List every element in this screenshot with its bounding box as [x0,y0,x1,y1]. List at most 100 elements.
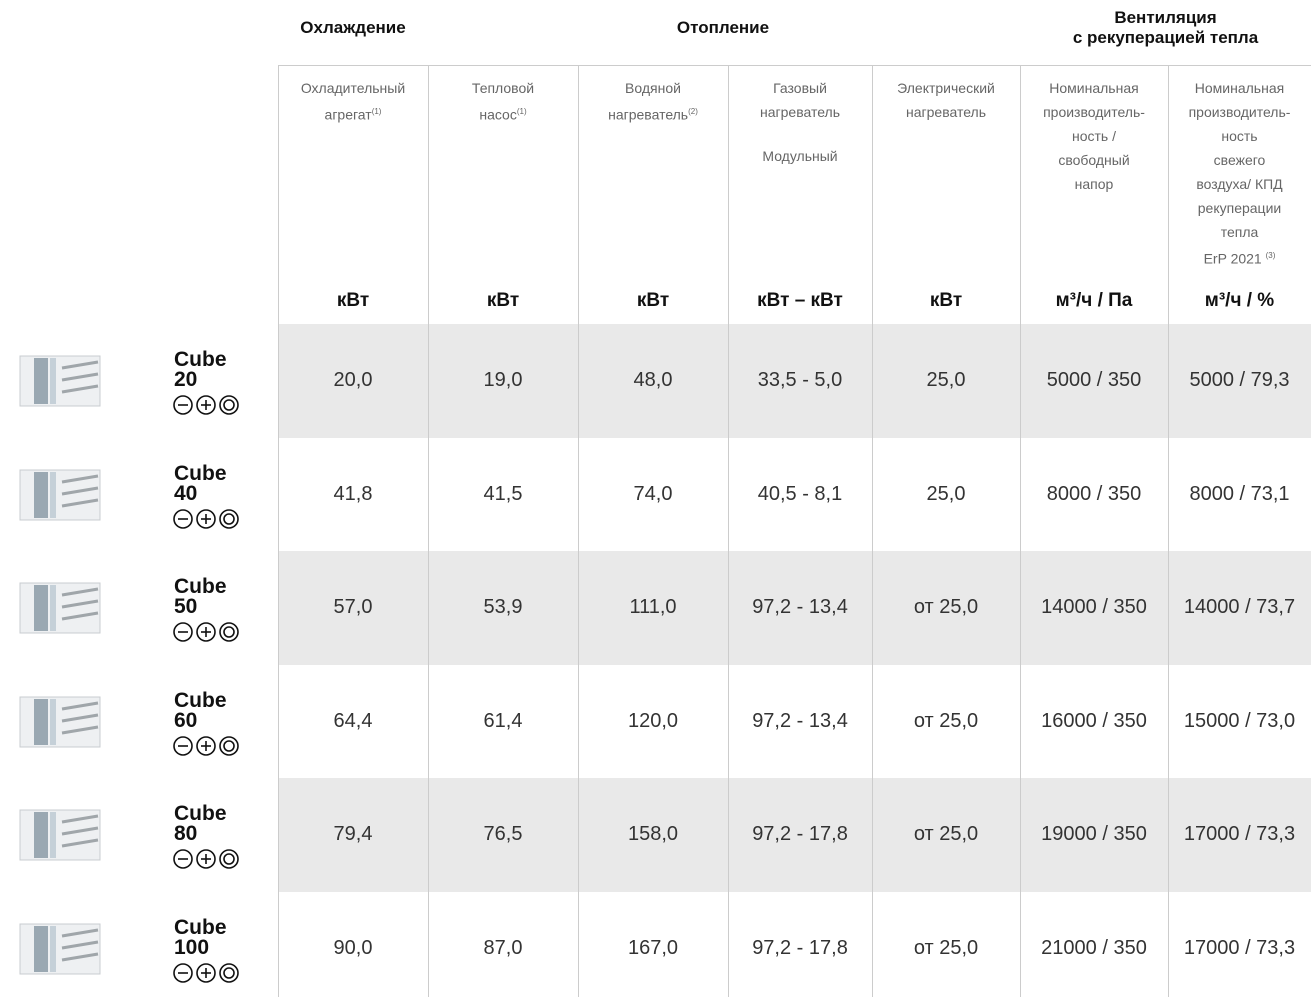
column-header-modifier: Модульный [762,148,838,164]
column-rule [578,65,579,997]
cell-value: 76,5 [483,823,523,845]
model-size: 20 [174,368,198,391]
column-header: Тепловой насос(1) [428,76,578,127]
column-header-line: Тепловой [428,76,578,100]
cell-value: 25,0 [926,482,966,505]
cell-value: 158,0 [627,823,679,845]
cell-value: 53,9 [483,596,523,618]
column-header-text: Номинальная [1049,80,1139,96]
column-unit: кВт [929,290,963,311]
column-header-line: агрегат(1) [278,100,428,127]
group-title-line: с рекуперацией тепла [1072,28,1259,47]
product-image [19,355,101,407]
column-header-text: Номинальная [1194,80,1285,96]
column-header-line: напор [1020,172,1168,196]
column-header-text: Газовый [773,80,827,96]
model-name: Cube 100 [174,915,227,958]
model-size: 50 [174,595,198,618]
column-header-line: нагреватель [728,100,872,124]
column-header: Газовый нагреватель Модульный [728,76,872,168]
cell-value: 8000 / 350 [1046,482,1142,505]
column-header-text: производитель- [1188,104,1291,120]
column-header-line: ность [1168,124,1311,148]
product-image [19,809,101,861]
column-header-text: ность / [1071,128,1116,144]
column-header-line: воздуха/ КПД [1168,172,1311,196]
column-header-text: воздуха/ КПД [1196,176,1283,192]
column-header-line: ность / [1020,124,1168,148]
model-series: Cube [174,575,227,598]
column-header-line: нагреватель(2) [578,100,728,127]
column-unit: кВт [486,290,520,311]
cell-value: 25,0 [926,369,966,391]
cell-value: 5000 / 350 [1046,369,1142,391]
column-header-text: Водяной [625,80,681,96]
column-header-text: агрегат [324,106,372,123]
column-header-line: Номинальная [1168,76,1311,100]
column-rule [428,65,429,997]
column-header-line: тепла [1168,220,1311,244]
footnote-ref: (1) [516,107,527,116]
function-icons [173,395,239,415]
footnote-ref: (1) [371,107,382,116]
column-header-line: производитель- [1168,100,1311,124]
cell-value: 57,0 [333,596,373,618]
column-header-text: Тепловой [471,80,535,96]
column-header-text: Электрический [897,80,995,96]
cell-value: 41,5 [483,482,523,505]
cell-value: 87,0 [483,936,523,959]
row-bg [278,324,1311,438]
cell-value: 17000 / 73,3 [1183,936,1296,959]
column-header-text: нагреватель [906,104,986,120]
model-series: Cube [174,461,227,485]
column-rule [728,65,729,997]
column-unit: кВт [336,290,370,311]
cell-value: от 25,0 [913,709,979,732]
column-header-text: производитель- [1043,104,1145,120]
column-rule [1020,65,1021,997]
group-title: Охлаждение [278,18,428,38]
column-header-line: ErP 2021 (3) [1168,244,1311,271]
cell-value: 20,0 [333,369,373,391]
group-title-line: Вентиляция [1114,8,1217,27]
cell-value: 48,0 [633,369,673,391]
column-header-line: рекуперации [1168,196,1311,220]
cell-value: 90,0 [333,936,373,959]
cell-value: 167,0 [627,936,679,959]
column-header: Номинальная производитель-ность / свободны… [1020,76,1168,196]
column-header-text: ность [1221,128,1258,144]
column-header-line: свежего [1168,148,1311,172]
cell-value: 19,0 [483,369,523,391]
column-header-line: насос(1) [428,100,578,127]
cell-value: 120,0 [627,709,679,732]
cell-value: 8000 / 73,1 [1189,482,1290,505]
product-image [19,923,101,974]
cell-value: 111,0 [629,596,677,618]
cell-value: 14000 / 350 [1041,596,1147,618]
cell-value: 33,5 - 5,0 [757,369,843,391]
model-size: 60 [174,708,198,732]
cell-value: 97,2 - 13,4 [752,709,848,732]
column-header-line: Водяной [578,76,728,100]
header-rule [278,65,1311,66]
cell-value: 74,0 [633,482,673,505]
footnote-ref: (3) [1265,251,1276,260]
column-header-text: нагреватель [608,106,689,123]
cell-value: 40,5 - 8,1 [757,482,843,505]
column-header-text: ErP 2021 [1203,250,1262,267]
column-header-line: Газовый [728,76,872,100]
column-header: Водяной нагреватель(2) [578,76,728,127]
model-series: Cube [174,348,227,371]
model-series: Cube [174,915,227,939]
column-rule [278,65,279,997]
model-name: Cube 40 [174,461,227,504]
column-unit: м³/ч / Па [1055,290,1133,311]
model-series: Cube [174,688,227,712]
cell-value: от 25,0 [913,596,979,618]
function-icons [173,508,239,529]
model-name: Cube 20 [174,348,227,391]
column-header-line: производитель- [1020,100,1168,124]
footnote-ref: (2) [688,107,698,116]
column-header: Охладительный агрегат(1) [278,76,428,127]
